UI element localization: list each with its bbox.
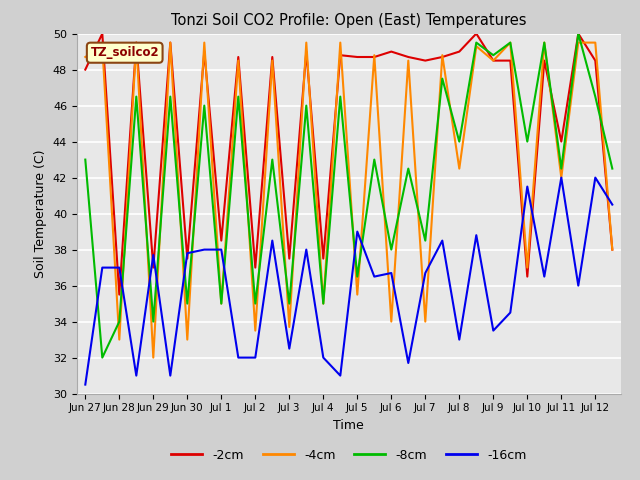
X-axis label: Time: Time [333,419,364,432]
Text: TZ_soilco2: TZ_soilco2 [90,46,159,59]
Legend: -2cm, -4cm, -8cm, -16cm: -2cm, -4cm, -8cm, -16cm [166,444,531,467]
Title: Tonzi Soil CO2 Profile: Open (East) Temperatures: Tonzi Soil CO2 Profile: Open (East) Temp… [171,13,527,28]
Y-axis label: Soil Temperature (C): Soil Temperature (C) [35,149,47,278]
